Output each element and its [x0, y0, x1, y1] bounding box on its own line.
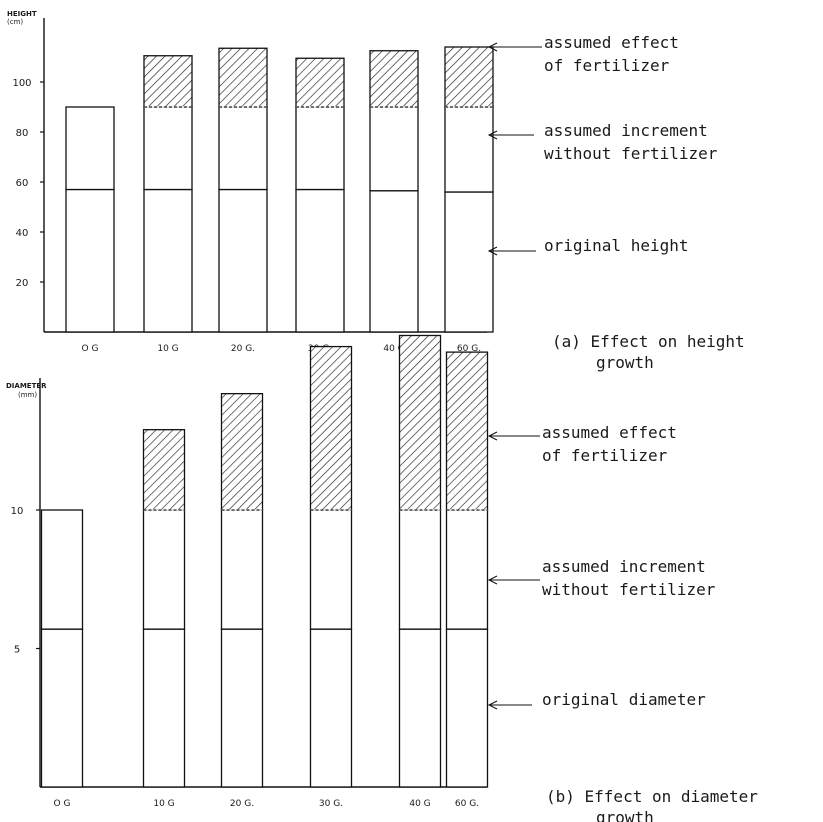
- category-label: 60 G.: [455, 799, 479, 809]
- annotation-arrowhead: [487, 575, 498, 585]
- bar-segment: [445, 509, 489, 630]
- y-tick-label: 5: [14, 645, 20, 656]
- chart-diameter: DIAMETER(mm) 5 10 O G 10 G 20 G. 30 G. 40 G 60 G…: [6, 334, 758, 822]
- category-label: 40 G: [383, 344, 404, 354]
- bar-segment: [218, 188, 268, 333]
- bar-segment: [444, 191, 494, 333]
- bar-segment: [398, 509, 442, 630]
- y-axis-title: HEIGHT: [7, 10, 37, 18]
- y-axis-unit: (mm): [18, 391, 37, 399]
- bar-segment: [369, 106, 419, 192]
- annotation-label: original height: [544, 236, 689, 255]
- bar-segment: [143, 55, 193, 108]
- annotation-arrowhead: [487, 246, 498, 256]
- category-label: O G: [54, 799, 71, 809]
- category-label: 40 G: [409, 799, 430, 809]
- bar-segment: [218, 106, 268, 191]
- y-tick-label: 60: [16, 178, 29, 189]
- bar-segment: [143, 188, 193, 333]
- annotation-arrowhead: [487, 42, 498, 52]
- bar-segment: [309, 628, 353, 788]
- panel-caption: (a) Effect on height growth: [552, 332, 745, 372]
- bar-segment: [398, 628, 442, 788]
- annotation-arrowhead: [487, 700, 498, 710]
- bar-segment: [295, 188, 345, 333]
- bar-segment: [218, 47, 268, 108]
- bar-segment: [445, 628, 489, 788]
- y-axis-title: DIAMETER: [6, 382, 47, 390]
- bar-segment: [65, 106, 115, 191]
- bar-segment: [40, 509, 84, 630]
- y-tick-label: 10: [11, 506, 24, 517]
- annotation-label: assumed increment without fertilizer: [542, 557, 716, 599]
- bar-segment: [40, 628, 84, 788]
- category-label: 10 G: [157, 344, 178, 354]
- bar-segment: [309, 345, 353, 511]
- y-tick-label: 20: [16, 278, 29, 289]
- bar-segment: [220, 628, 264, 788]
- category-label: 60 G.: [457, 344, 481, 354]
- y-tick-label: 40: [16, 228, 29, 239]
- bar-segment: [445, 351, 489, 511]
- y-tick-label: 80: [16, 128, 29, 139]
- category-label: 20 G.: [231, 344, 255, 354]
- bar-segment: [295, 57, 345, 108]
- annotation-label: assumed effect of fertilizer: [544, 33, 679, 75]
- y-tick-label: 100: [12, 78, 31, 89]
- annotation-label: assumed effect of fertilizer: [542, 423, 677, 465]
- bar-segment: [309, 509, 353, 630]
- bar-segment: [295, 106, 345, 191]
- category-label: O G: [82, 344, 99, 354]
- bar-segment: [444, 106, 494, 193]
- annotation-label: original diameter: [542, 690, 706, 709]
- y-axis-unit: (cm): [7, 18, 23, 26]
- bar-segment: [220, 509, 264, 630]
- bar-segment: [142, 509, 186, 630]
- bar-segment: [65, 188, 115, 333]
- bar-segment: [444, 46, 494, 108]
- bar-segment: [398, 334, 442, 511]
- category-label: 20 G.: [230, 799, 254, 809]
- annotation-arrowhead: [487, 431, 498, 441]
- bar-segment: [142, 429, 186, 511]
- category-label: 30 G.: [319, 799, 343, 809]
- panel-caption: (b) Effect on diameter growth: [546, 787, 758, 822]
- bar-segment: [143, 106, 193, 191]
- annotation-arrowhead: [487, 130, 498, 140]
- bar-segment: [369, 190, 419, 333]
- bar-segment: [142, 628, 186, 788]
- bar-segment: [369, 50, 419, 108]
- bar-segment: [220, 393, 264, 511]
- category-label: 10 G: [153, 799, 174, 809]
- annotation-label: assumed increment without fertilizer: [544, 121, 718, 163]
